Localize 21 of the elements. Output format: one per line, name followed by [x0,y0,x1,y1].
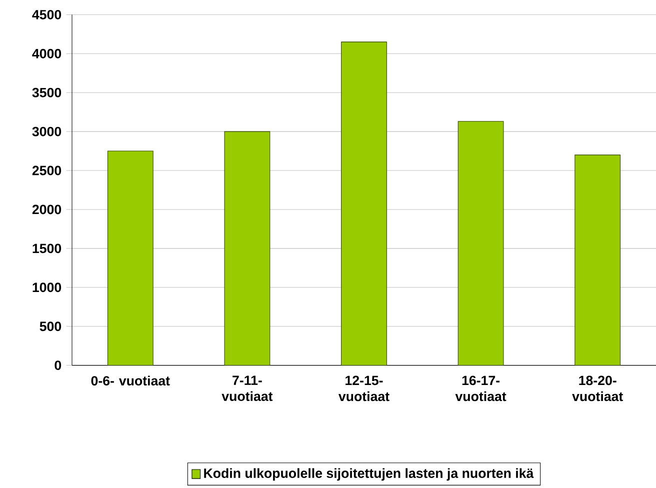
bar [107,150,154,366]
x-tick-label: 18-20- vuotiaat [572,376,623,402]
y-tick-label: 3000 [32,126,62,136]
y-tick-label: 2000 [32,204,62,214]
bar [224,131,270,366]
y-tick-label: 2500 [32,166,62,176]
bar [341,42,387,366]
y-tick-label: 4000 [32,48,62,58]
bar [574,154,621,366]
x-tick-label: 0-6- vuotiaat [91,376,170,386]
x-tick-label: 16-17- vuotiaat [455,376,506,402]
y-tick-label: 1000 [32,282,62,292]
y-tick-label: 3500 [32,88,62,98]
bar [458,121,504,366]
legend-label: Kodin ulkopuolelle sijoitettujen lasten ja nuorten ikä [204,468,534,481]
y-tick-label: 4500 [32,10,62,20]
x-tick-label: 7-11- vuotiaat [222,376,273,402]
y-tick-label: 0 [54,360,62,370]
y-tick-label: 1500 [32,244,62,254]
y-tick-label: 500 [40,322,62,332]
x-tick-label: 12-15- vuotiaat [338,376,390,402]
